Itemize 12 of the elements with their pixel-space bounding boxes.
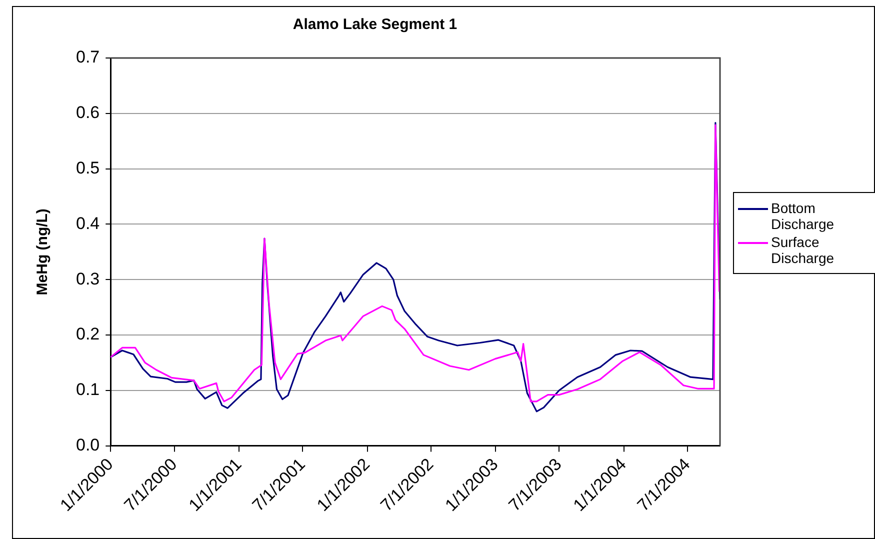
y-tick-label: 0.5: [76, 158, 100, 178]
y-axis-title: MeHg (ng/L): [34, 208, 52, 296]
chart-title: Alamo Lake Segment 1: [292, 16, 458, 34]
y-tick-label: 0.4: [76, 214, 100, 233]
legend-label: Bottom Discharge: [771, 200, 836, 232]
y-tick-label: 0.2: [76, 324, 100, 344]
y-tick-label: 0.7: [76, 48, 100, 67]
y-tick-label: 0.0: [76, 435, 100, 454]
legend-label: Surface Discharge: [771, 234, 836, 266]
y-tick-label: 0.6: [76, 103, 100, 122]
y-tick-label: 0.1: [76, 380, 100, 400]
y-tick-label: 0.3: [76, 269, 100, 288]
